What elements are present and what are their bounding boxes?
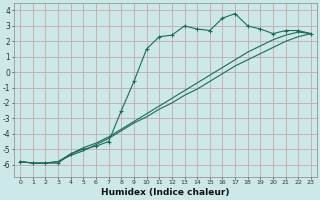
X-axis label: Humidex (Indice chaleur): Humidex (Indice chaleur) [101, 188, 230, 197]
